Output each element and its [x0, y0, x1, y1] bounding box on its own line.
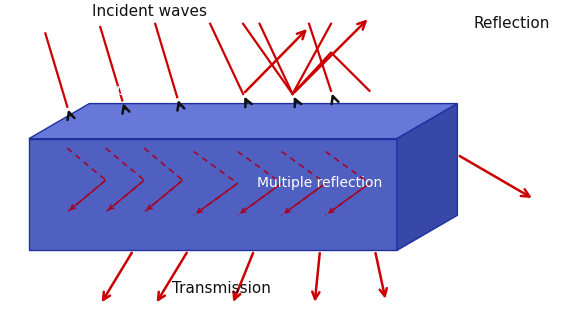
Text: Multiple reflection: Multiple reflection: [257, 176, 383, 190]
Text: Absorption: Absorption: [73, 83, 156, 98]
Text: Incident waves: Incident waves: [92, 4, 207, 19]
Polygon shape: [397, 104, 458, 251]
Polygon shape: [29, 104, 458, 139]
Text: Transmission: Transmission: [172, 281, 270, 296]
Text: Reflection: Reflection: [474, 16, 550, 31]
Polygon shape: [29, 139, 397, 251]
